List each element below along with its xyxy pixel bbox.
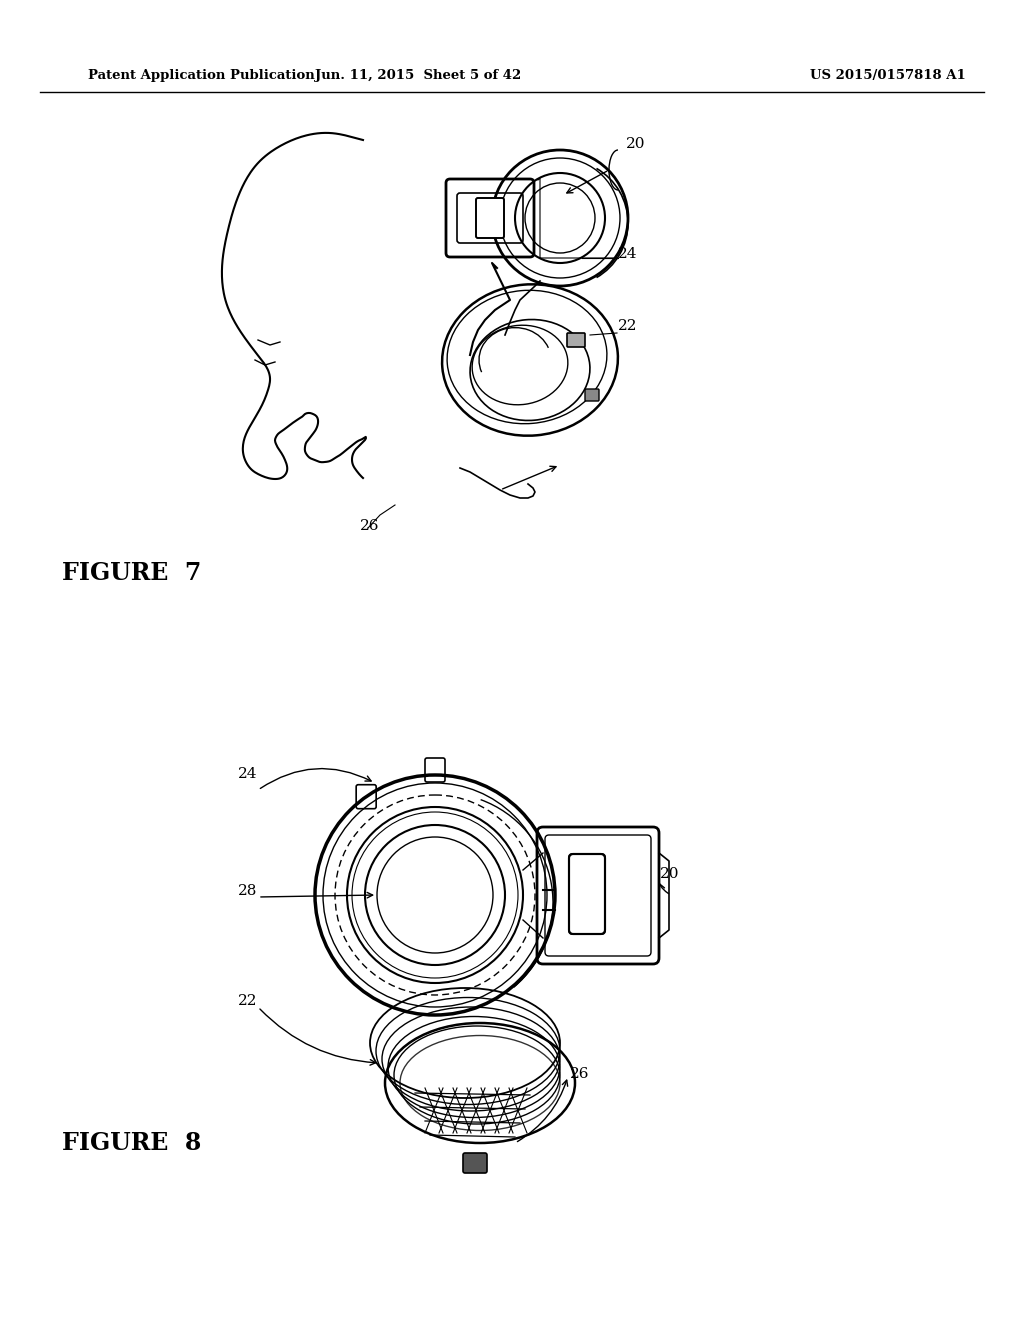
Text: 24: 24 <box>238 767 257 781</box>
Text: 24: 24 <box>618 247 638 261</box>
Text: FIGURE  8: FIGURE 8 <box>62 1131 202 1155</box>
Text: Jun. 11, 2015  Sheet 5 of 42: Jun. 11, 2015 Sheet 5 of 42 <box>314 69 521 82</box>
Text: 28: 28 <box>238 884 257 898</box>
Text: 22: 22 <box>238 994 257 1008</box>
FancyBboxPatch shape <box>569 854 605 935</box>
Text: US 2015/0157818 A1: US 2015/0157818 A1 <box>810 69 966 82</box>
Text: 20: 20 <box>626 137 645 150</box>
Text: Patent Application Publication: Patent Application Publication <box>88 69 314 82</box>
Text: 22: 22 <box>618 319 638 333</box>
Text: FIGURE  7: FIGURE 7 <box>62 561 202 585</box>
Text: 20: 20 <box>660 867 680 880</box>
FancyBboxPatch shape <box>567 333 585 347</box>
Text: 26: 26 <box>570 1067 590 1081</box>
Text: 26: 26 <box>360 519 380 533</box>
FancyBboxPatch shape <box>585 389 599 401</box>
FancyBboxPatch shape <box>463 1152 487 1173</box>
FancyBboxPatch shape <box>476 198 504 238</box>
